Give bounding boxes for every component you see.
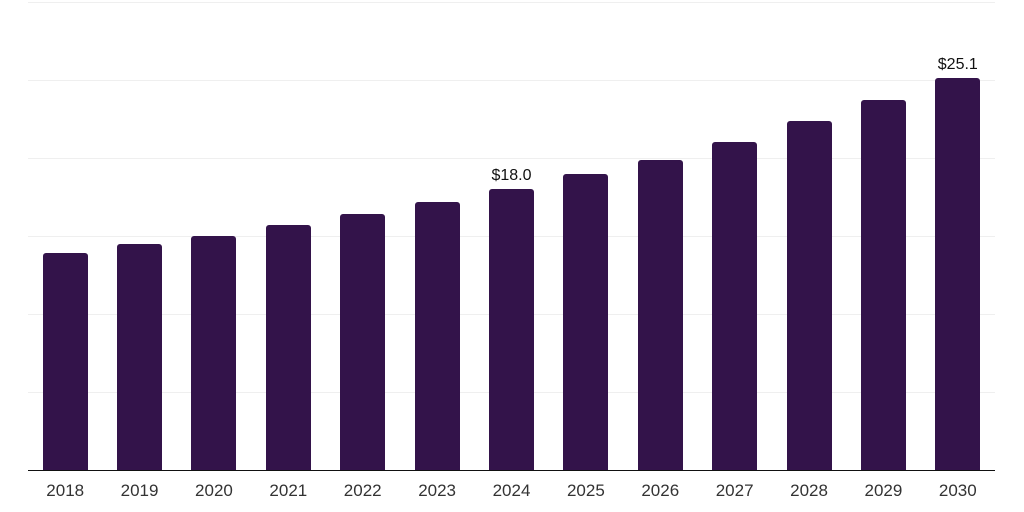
gridline [28,158,995,159]
bar-2024 [489,189,534,470]
x-tick-2020: 2020 [195,481,233,500]
x-axis-labels: 2018 2019 2020 2021 2022 2023 2024 2025 2026 2027… [28,481,995,503]
x-tick-2024: 2024 [492,481,531,500]
x-tick-2025: 2025 [566,481,605,500]
x-tick-2022: 2022 [343,481,382,500]
x-tick-2018: 2018 [46,481,85,500]
bar-2025 [563,173,609,470]
bar-2022 [340,214,386,470]
bar-2021 [265,225,311,470]
bar-2028 [786,120,832,470]
x-tick-2026: 2026 [641,481,680,500]
x-tick-2023: 2023 [418,481,457,500]
bar-2030 [935,78,981,470]
gridline [28,2,995,3]
bar-2029 [860,100,906,470]
bar-2019 [117,243,163,470]
x-tick-2027: 2027 [715,481,754,500]
x-tick-2030: 2030 [938,481,977,500]
x-tick-2021: 2021 [269,481,308,500]
bar-2023 [414,201,460,470]
x-tick-2029: 2029 [864,481,903,500]
bar-2027 [712,142,758,470]
x-axis-line [28,469,995,471]
bar-2020 [191,236,237,470]
bar-value-label-2024: $18.0 [491,167,532,185]
bar-2026 [637,159,683,470]
plot-area: $18.0 $25.1 [28,2,995,471]
bar-value-label-2030: $25.1 [937,56,978,74]
x-tick-2028: 2028 [790,481,828,500]
gridline [28,80,995,81]
x-tick-2019: 2019 [120,481,159,500]
bar-2018 [42,253,88,470]
